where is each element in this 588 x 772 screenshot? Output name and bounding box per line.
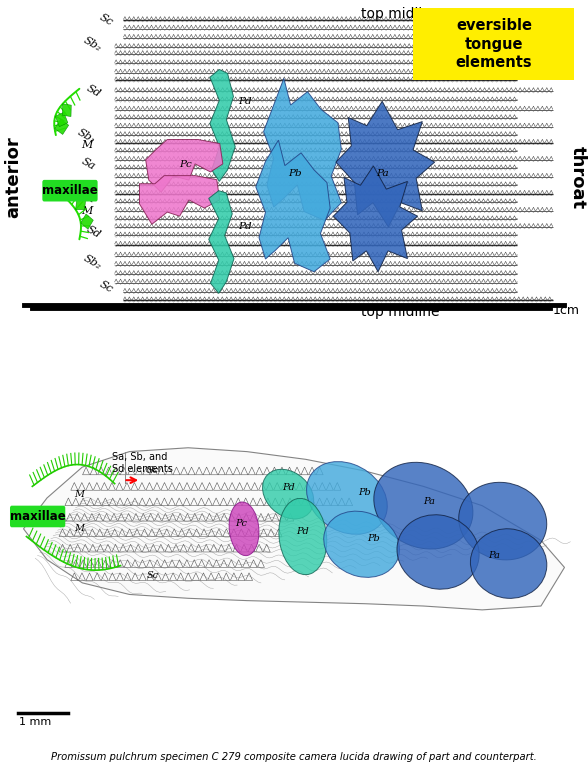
Text: top midline: top midline — [360, 7, 439, 21]
Ellipse shape — [279, 499, 327, 574]
FancyBboxPatch shape — [413, 8, 574, 80]
Text: Sc: Sc — [98, 12, 115, 28]
Text: Sc: Sc — [98, 279, 115, 295]
Polygon shape — [146, 140, 223, 192]
Text: maxillae: maxillae — [42, 185, 98, 197]
Text: Pa: Pa — [488, 551, 500, 560]
Polygon shape — [210, 69, 235, 181]
Polygon shape — [139, 175, 220, 224]
Text: Pa: Pa — [423, 497, 435, 506]
Text: Sb₁: Sb₁ — [75, 187, 97, 205]
Text: Sa: Sa — [80, 156, 97, 171]
Text: Pc: Pc — [235, 519, 247, 528]
Polygon shape — [55, 112, 68, 127]
Polygon shape — [209, 191, 234, 293]
Text: maxillae: maxillae — [10, 510, 65, 523]
Polygon shape — [55, 119, 69, 134]
Polygon shape — [263, 78, 341, 220]
FancyBboxPatch shape — [10, 506, 65, 527]
Text: Pd: Pd — [238, 97, 252, 107]
FancyBboxPatch shape — [42, 180, 98, 201]
Text: throat: throat — [569, 146, 586, 209]
Ellipse shape — [262, 469, 314, 519]
Ellipse shape — [324, 511, 399, 577]
Text: Sc: Sc — [147, 571, 159, 580]
Text: Sb₂: Sb₂ — [81, 35, 103, 53]
Text: Sb₂: Sb₂ — [81, 253, 103, 272]
Ellipse shape — [397, 515, 479, 589]
Text: top midline: top midline — [360, 305, 439, 319]
Text: M: M — [81, 206, 93, 215]
Text: M: M — [81, 141, 93, 150]
Text: Pb: Pb — [358, 488, 371, 497]
Polygon shape — [63, 181, 73, 196]
Polygon shape — [336, 101, 435, 227]
Text: Pb: Pb — [367, 534, 380, 543]
Text: anterior: anterior — [4, 137, 22, 218]
Text: Sa, Sb, and
Sd elements: Sa, Sb, and Sd elements — [112, 452, 173, 474]
Text: Sb₁: Sb₁ — [75, 127, 97, 145]
Polygon shape — [76, 198, 86, 210]
Text: M: M — [74, 524, 85, 533]
Ellipse shape — [459, 482, 547, 560]
Text: 1 mm: 1 mm — [19, 717, 51, 727]
Text: eversible
tongue
elements: eversible tongue elements — [456, 18, 532, 70]
Polygon shape — [333, 166, 417, 272]
Ellipse shape — [306, 462, 387, 534]
Text: 1cm: 1cm — [553, 304, 580, 317]
Text: Sc: Sc — [147, 466, 159, 476]
Ellipse shape — [229, 502, 259, 556]
Polygon shape — [81, 214, 93, 229]
Text: Sd: Sd — [85, 224, 103, 239]
Text: Pd: Pd — [296, 527, 309, 536]
Text: Pb: Pb — [288, 169, 302, 178]
Ellipse shape — [374, 462, 473, 549]
Text: Pa: Pa — [376, 169, 389, 178]
Text: Sd: Sd — [85, 83, 103, 99]
Polygon shape — [62, 104, 71, 117]
Text: M: M — [74, 489, 85, 499]
Polygon shape — [24, 448, 564, 610]
Text: Pc: Pc — [179, 160, 192, 169]
Polygon shape — [256, 141, 330, 272]
Text: Pd: Pd — [238, 222, 252, 232]
Text: Pd: Pd — [282, 483, 295, 493]
Text: Promissum pulchrum specimen C 279 composite camera lucida drawing of part and co: Promissum pulchrum specimen C 279 compos… — [51, 752, 537, 762]
Ellipse shape — [470, 529, 547, 598]
